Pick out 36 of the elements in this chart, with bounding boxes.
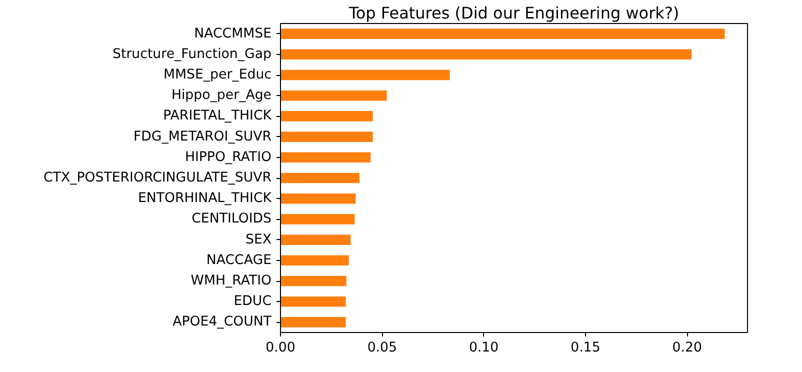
y-tick-label: FDG_METAROI_SUVR: [133, 129, 272, 144]
y-tick-label: CTX_POSTERIORCINGULATE_SUVR: [44, 170, 272, 186]
y-tick-label: HIPPO_RATIO: [184, 150, 272, 165]
bar: [280, 49, 692, 60]
y-tick-label: ENTORHINAL_THICK: [138, 191, 273, 206]
chart-title: Top Features (Did our Engineering work?): [348, 4, 680, 22]
bar: [280, 70, 450, 80]
bar: [280, 28, 725, 39]
bar: [280, 132, 373, 142]
bar: [280, 90, 387, 101]
bar: [280, 296, 346, 307]
bar: [280, 193, 356, 204]
bar: [280, 234, 351, 245]
y-tick-label: NACCAGE: [206, 252, 272, 268]
bar: [280, 152, 371, 163]
bar: [280, 276, 346, 286]
x-tick-label: 0.10: [468, 340, 499, 356]
y-tick-label: CENTILOIDS: [192, 212, 272, 227]
y-tick-label: NACCMMSE: [194, 26, 272, 42]
x-tick-label: 0.15: [570, 340, 600, 356]
bar: [280, 255, 349, 266]
y-tick-label: APOE4_COUNT: [172, 314, 272, 330]
bar: [280, 317, 346, 328]
y-tick-label: SEX: [245, 232, 272, 248]
y-tick-label: WMH_RATIO: [190, 274, 272, 288]
y-tick-label: EDUC: [234, 294, 272, 310]
y-tick-label: Hippo_per_Age: [171, 88, 272, 104]
bar: [280, 172, 360, 184]
y-tick-label: MMSE_per_Educ: [163, 68, 272, 82]
x-tick-label: 0.20: [672, 340, 702, 356]
x-tick-label: 0.00: [266, 340, 296, 356]
bar: [280, 111, 373, 122]
x-tick-label: 0.05: [367, 340, 398, 356]
y-tick-label: PARIETAL_THICK: [163, 108, 273, 124]
y-tick-label: Structure_Function_Gap: [112, 46, 272, 62]
bar: [280, 214, 355, 224]
